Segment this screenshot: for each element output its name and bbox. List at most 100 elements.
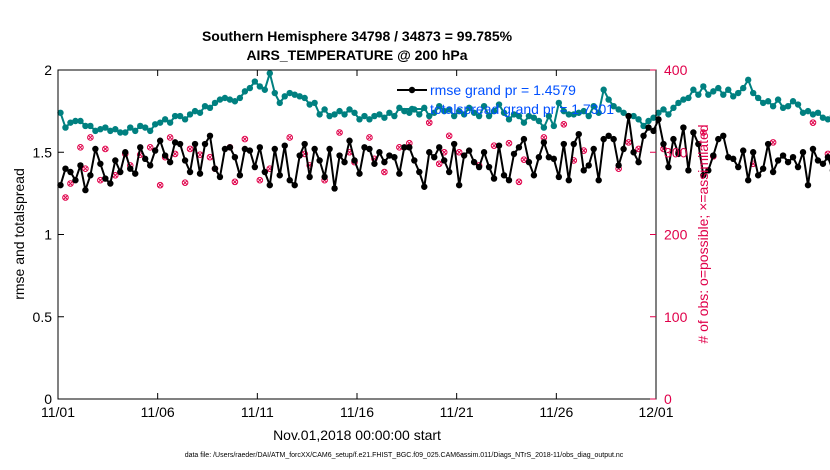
totalspread-point bbox=[356, 116, 363, 123]
totalspread-point bbox=[600, 86, 607, 93]
rmse-point bbox=[749, 149, 757, 156]
rmse-point bbox=[485, 163, 493, 171]
rmse-point bbox=[122, 149, 129, 156]
rmse-point bbox=[680, 124, 687, 131]
rmse-point bbox=[779, 152, 787, 159]
totalspread-point bbox=[705, 91, 712, 98]
totalspread-point bbox=[515, 112, 523, 120]
obs-possible-point bbox=[809, 119, 817, 126]
obs-possible-point bbox=[181, 179, 189, 186]
totalspread-point bbox=[814, 109, 822, 116]
totalspread-point bbox=[470, 109, 478, 116]
rmse-point bbox=[490, 175, 498, 182]
data-file-note: data file: /Users/raeder/DAI/ATM_forcXX/… bbox=[185, 452, 624, 459]
legend-rmse-label: rmse grand pr = 1.4579 bbox=[430, 82, 576, 98]
right-tick-label: 300 bbox=[664, 144, 688, 160]
rmse-point bbox=[640, 132, 647, 139]
totalspread-point bbox=[460, 111, 468, 118]
rmse-point bbox=[376, 149, 383, 156]
totalspread-point bbox=[376, 111, 383, 118]
rmse-point bbox=[804, 181, 812, 189]
rmse-point bbox=[715, 135, 722, 143]
totalspread-point bbox=[306, 101, 313, 108]
rmse-point bbox=[231, 153, 239, 161]
rmse-point bbox=[500, 172, 508, 179]
totalspread-point bbox=[221, 94, 229, 102]
obs-assimilated-point bbox=[197, 152, 203, 158]
rmse-point bbox=[605, 132, 612, 139]
totalspread-point bbox=[824, 116, 830, 123]
rmse-point bbox=[161, 152, 169, 159]
rmse-point bbox=[445, 168, 453, 176]
rmse-point bbox=[690, 129, 697, 136]
totalspread-point bbox=[485, 112, 493, 120]
rmse-point bbox=[685, 167, 692, 174]
totalspread-point bbox=[650, 114, 657, 121]
totalspread-point bbox=[455, 107, 463, 115]
obs-assimilated-point bbox=[167, 135, 173, 140]
rmse-point bbox=[381, 158, 388, 166]
totalspread-point bbox=[630, 112, 637, 120]
rmse-point bbox=[411, 157, 418, 164]
rmse-point bbox=[346, 137, 353, 144]
rmse-point bbox=[625, 112, 632, 120]
rmse-point bbox=[311, 145, 318, 153]
rmse-point bbox=[261, 168, 269, 176]
rmse-point bbox=[286, 177, 293, 184]
rmse-point bbox=[635, 158, 642, 166]
totalspread-point bbox=[431, 109, 438, 116]
rmse-point bbox=[774, 157, 782, 164]
obs-possible-point bbox=[381, 168, 388, 176]
obs-possible-point bbox=[515, 178, 523, 186]
obs-assimilated-point bbox=[700, 130, 706, 135]
rmse-point bbox=[396, 170, 403, 177]
rmse-point bbox=[645, 124, 652, 131]
rmse-point bbox=[460, 152, 468, 159]
totalspread-point bbox=[216, 96, 224, 103]
obs-assimilated-point bbox=[436, 161, 442, 167]
rmse-point bbox=[784, 158, 792, 166]
right-axis-ticks: 0 100 200 300 400 bbox=[650, 62, 688, 407]
rmse-series bbox=[57, 112, 830, 194]
totalspread-point bbox=[441, 107, 448, 115]
totalspread-point bbox=[480, 102, 488, 110]
obs-possible-point bbox=[82, 165, 89, 172]
obs-assimilated-point bbox=[770, 140, 776, 145]
totalspread-point bbox=[351, 109, 358, 116]
totalspread-point bbox=[500, 109, 508, 116]
totalspread-point bbox=[196, 109, 204, 116]
rmse-point bbox=[67, 168, 74, 176]
rmse-point bbox=[475, 163, 483, 171]
rmse-point bbox=[77, 162, 84, 169]
rmse-point bbox=[580, 167, 587, 174]
rmse-point bbox=[57, 181, 64, 189]
rmse-point bbox=[156, 137, 164, 144]
obs-assimilated-point bbox=[561, 121, 567, 127]
totalspread-point bbox=[256, 83, 264, 90]
rmse-point bbox=[151, 147, 159, 154]
totalspread-point bbox=[386, 109, 393, 116]
legend-spread-label: totalspread grand pr = 1.7301 bbox=[430, 101, 614, 117]
left-tick-label: 0.5 bbox=[33, 309, 53, 325]
totalspread-point bbox=[465, 104, 473, 112]
obs-assimilated-point bbox=[172, 151, 178, 157]
obs-assimilated-point bbox=[112, 172, 118, 178]
rmse-point bbox=[236, 172, 244, 179]
obs-possible-point bbox=[435, 160, 443, 168]
totalspread-point bbox=[436, 102, 443, 110]
totalspread-point bbox=[799, 109, 807, 116]
totalspread-point bbox=[137, 122, 144, 130]
totalspread-point bbox=[72, 117, 79, 125]
obs-possible-point bbox=[520, 156, 528, 163]
obs-assimilated-point bbox=[157, 182, 163, 188]
rmse-point bbox=[520, 135, 528, 143]
rmse-point bbox=[331, 185, 338, 192]
rmse-point bbox=[525, 158, 533, 166]
totalspread-point bbox=[296, 93, 303, 100]
totalspread-point bbox=[102, 124, 109, 131]
totalspread-point bbox=[321, 106, 328, 113]
rmse-point bbox=[206, 132, 214, 139]
totalspread-point bbox=[784, 102, 792, 110]
totalspread-point bbox=[127, 124, 134, 131]
rmse-point bbox=[296, 152, 303, 159]
